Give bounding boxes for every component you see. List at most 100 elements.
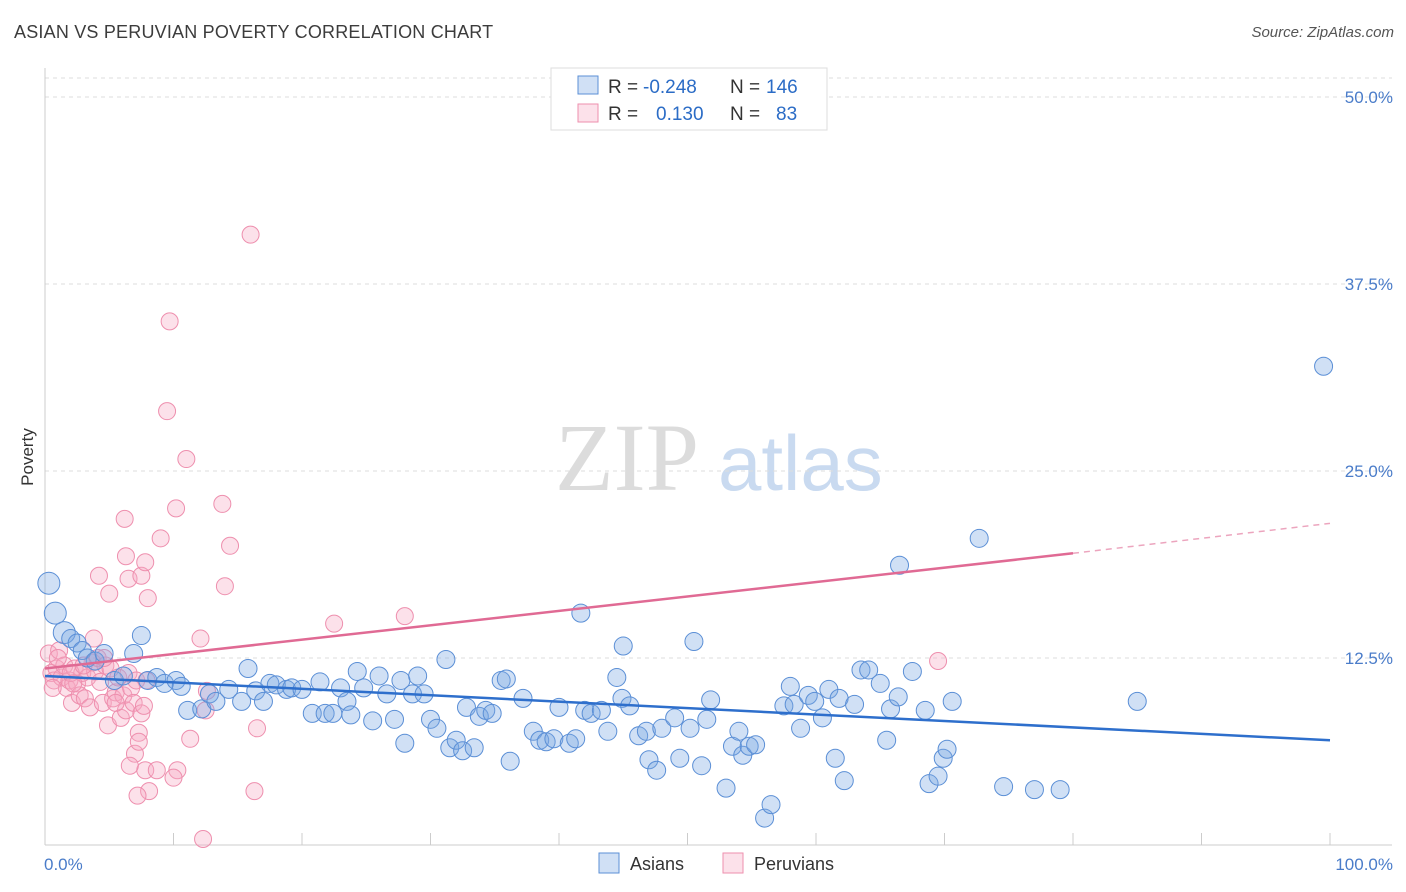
gridlines — [45, 77, 1392, 659]
asian-point — [206, 691, 226, 711]
peruvian-point — [132, 704, 151, 723]
asian-point — [665, 708, 685, 728]
peruvian-point — [325, 614, 344, 633]
asian-point — [408, 666, 428, 686]
peruvian-trend-extension — [1072, 522, 1331, 555]
asian-point — [825, 748, 845, 768]
asian-trend-line — [44, 674, 1331, 742]
asian-point — [369, 666, 389, 686]
asian-point — [928, 766, 948, 786]
peruvian-point — [39, 644, 58, 663]
asian-point — [877, 730, 897, 750]
peruvian-point — [136, 553, 155, 572]
asian-point — [812, 708, 832, 728]
asian-point — [354, 678, 374, 698]
asian-point — [902, 661, 922, 681]
x-tick-label: 100.0% — [1335, 855, 1393, 874]
asian-point — [729, 721, 749, 741]
asian-point — [845, 694, 865, 714]
asian-point — [131, 626, 151, 646]
peruvian-point — [138, 589, 157, 608]
y-axis-label: Poverty — [18, 428, 37, 486]
peruvians-legend-swatch — [722, 852, 744, 874]
peruvian-point — [245, 782, 264, 801]
asian-point — [530, 730, 550, 750]
peruvian-point — [115, 509, 134, 528]
asian-point — [347, 661, 367, 681]
asian-point — [780, 676, 800, 696]
chart-title: ASIAN VS PERUVIAN POVERTY CORRELATION CH… — [14, 22, 494, 42]
stats-legend: R = -0.248 N = 146 R = 0.130 N = 83 — [550, 67, 828, 131]
asian-point — [482, 703, 502, 723]
asian-point — [692, 756, 712, 776]
asian-point — [915, 700, 935, 720]
asian-point — [323, 703, 343, 723]
asian-point — [701, 690, 721, 710]
asian-point — [1127, 691, 1147, 711]
asian-point — [544, 729, 564, 749]
peruvian-point — [248, 719, 267, 738]
asian-point — [446, 730, 466, 750]
asian-point — [613, 636, 633, 656]
asian-point — [37, 571, 61, 595]
asian-point — [680, 718, 700, 738]
peruvian-point — [395, 607, 414, 626]
asian-point — [385, 709, 405, 729]
asian-point — [888, 687, 908, 707]
watermark-zip: ZIP — [555, 404, 699, 511]
asian-point — [994, 777, 1014, 797]
asian-point — [1050, 780, 1070, 800]
asian-point — [870, 673, 890, 693]
asian-point — [94, 644, 114, 664]
peruvian-point — [64, 674, 83, 693]
asian-point — [636, 721, 656, 741]
peruvian-point — [160, 312, 179, 331]
asian-point — [805, 691, 825, 711]
asian-point — [761, 795, 781, 815]
asian-point — [232, 691, 252, 711]
asian-point — [315, 703, 335, 723]
asian-point — [427, 718, 447, 738]
peruvian-point — [116, 547, 135, 566]
asian-point — [739, 736, 759, 756]
peruvian-point — [106, 693, 125, 712]
peruvian-point — [158, 402, 177, 421]
y-tick-label: 37.5% — [1345, 275, 1393, 294]
asian-point — [566, 729, 586, 749]
peruvian-point — [129, 732, 148, 751]
peruvian-r-label: R = — [608, 104, 638, 125]
peruvian-point — [128, 786, 147, 805]
peruvian-point — [147, 761, 166, 780]
asian-point — [1314, 356, 1334, 376]
peruvian-point — [114, 686, 133, 705]
asian-point — [43, 601, 67, 625]
asian-r-value: -0.248 — [643, 77, 697, 98]
stats-legend-box — [550, 67, 828, 131]
asian-point — [253, 691, 273, 711]
bottom-legend: Asians Peruvians — [598, 852, 834, 874]
asian-point — [774, 696, 794, 716]
asian-point — [464, 738, 484, 758]
peruvian-point — [215, 577, 234, 596]
peruvian-n-value: 83 — [776, 104, 797, 125]
x-tick-labels: 0.0% 100.0% — [44, 855, 1393, 874]
asian-point — [716, 778, 736, 798]
asian-point — [1024, 780, 1044, 800]
peruvian-n-label: N = — [730, 104, 760, 125]
asian-point — [937, 739, 957, 759]
asian-point — [113, 666, 133, 686]
source-label: Source: ZipAtlas.com — [1251, 24, 1394, 41]
peruvian-point — [167, 499, 186, 518]
asian-point — [238, 658, 258, 678]
asian-point — [890, 555, 910, 575]
asian-point — [363, 711, 383, 731]
asian-point — [684, 632, 704, 652]
asian-point — [536, 732, 556, 752]
asians-legend-label: Asians — [630, 854, 684, 874]
asian-n-label: N = — [730, 77, 760, 98]
peruvian-swatch — [577, 103, 599, 123]
peruvian-point — [929, 651, 948, 670]
asian-point — [942, 691, 962, 711]
peruvian-point — [164, 768, 183, 787]
